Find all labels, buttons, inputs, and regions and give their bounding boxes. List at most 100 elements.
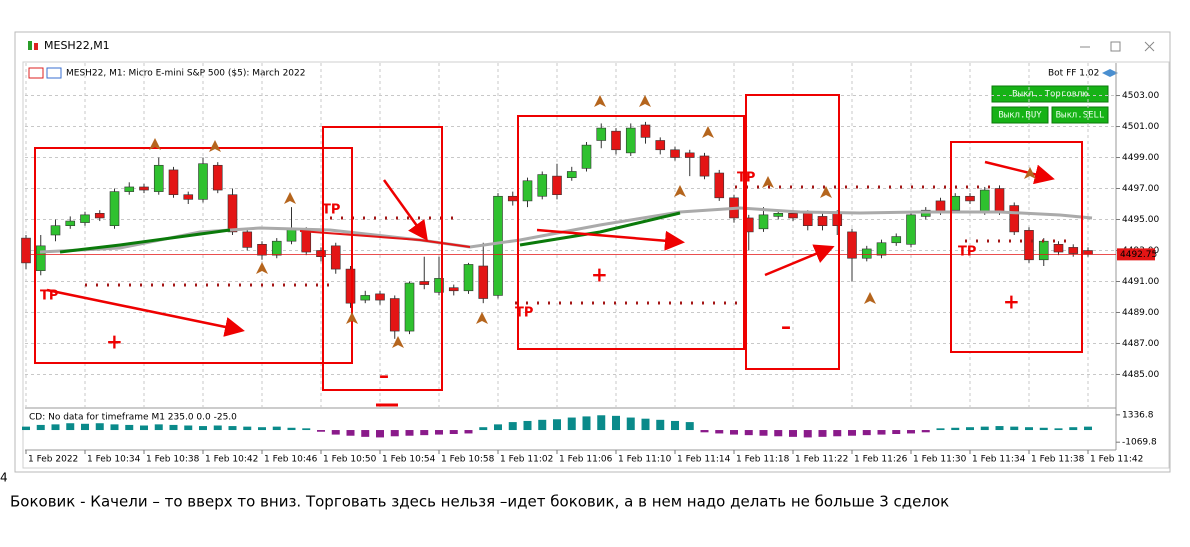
candle-body [301,230,312,253]
candle-body [21,237,31,264]
candle-body [891,236,902,244]
candle-body [375,293,385,301]
bot-icon [1102,69,1118,77]
histogram-bar [980,426,989,431]
button-label[interactable]: Выкл.BUY [998,111,1042,121]
candle-body [876,242,887,256]
y-tick-label: 4491.00 [1122,277,1159,287]
x-tick-label: 1 Feb 10:38 [146,455,200,465]
highlight-box [745,94,840,370]
annotation-text: + [591,263,608,287]
maximize-button[interactable] [1110,41,1121,52]
histogram-bar [154,424,163,431]
histogram-bar [376,430,384,438]
y-tick-label: 4501.00 [1122,122,1159,132]
x-tick-label: 1 Feb 11:18 [736,455,790,465]
candle-body [507,195,518,202]
candle-body [242,231,253,248]
candle-body [861,248,872,259]
annotation-text: – [781,315,791,339]
candle-body [773,213,784,217]
histogram-bar [789,430,797,437]
histogram-bar [833,430,842,437]
histogram-bar [907,430,915,434]
highlight-box [34,147,353,364]
window-icon [34,43,38,50]
moving-average [39,206,1093,254]
histogram-bar [744,430,753,436]
histogram-bar [435,430,443,435]
y-tick-label: 4485.00 [1122,370,1159,380]
candle-body [965,195,975,202]
chart-area [22,61,1170,469]
x-tick-label: 1 Feb 10:54 [382,455,436,465]
y-tick-label: 4497.00 [1122,184,1159,194]
histogram-bar [479,427,488,431]
candle-body [1009,205,1020,233]
candle-body [522,180,533,202]
candle-body [1038,240,1049,261]
histogram-bar [597,415,606,431]
histogram-bar [125,424,134,431]
last-price-label: 4492.75 [1120,250,1157,260]
y-tick-label: -1069.8 [1122,438,1157,448]
button[interactable] [991,85,1109,103]
candle-body [611,130,621,151]
histogram-bar [508,422,517,431]
candle-body [817,216,828,227]
histogram-bar [567,417,576,431]
histogram-bar [390,430,399,437]
candle-body [330,245,341,270]
window-title: MESH22,M1 [44,39,110,52]
candle-body [139,186,149,191]
candle-body [670,149,680,158]
histogram-bar [169,424,178,431]
histogram-bar [995,426,1004,431]
button[interactable] [991,106,1049,124]
histogram-bar [199,426,207,431]
histogram-bar [213,425,222,431]
close-button[interactable] [1144,41,1155,52]
candle-body [478,265,489,299]
candle-body [153,164,164,192]
candle-body [655,140,666,151]
bot-label: Bot FF 1.02 [1048,69,1099,79]
indicator-title: CD: No data for timeframe M1 235.0 0.0 -… [29,413,237,423]
x-tick-label: 1 Feb 11:38 [1031,455,1085,465]
histogram-bar [66,423,75,431]
candle-body [1053,243,1064,253]
candle-body [552,175,562,196]
button-label[interactable]: Выкл. Торговлю [1012,90,1088,100]
histogram-bar [243,426,252,431]
annotation-layer: TP TP TP TP TP + – + – + [34,94,1093,407]
annotation-text: TP [515,306,533,321]
annotation-text: TP [737,171,755,186]
x-tick-label: 1 Feb 10:58 [441,455,495,465]
histogram-bar [936,428,945,431]
candle-body [537,174,548,197]
candle-body [463,264,474,292]
histogram-bar [730,430,738,435]
histogram-bar [538,419,547,431]
highlight-box [517,115,745,350]
histogram-bar [272,426,281,431]
candle-body [640,124,651,138]
annotation-text: TP [958,245,976,260]
candle-body [625,127,636,154]
y-tick-label: 4499.00 [1122,153,1159,163]
x-tick-label: 1 Feb 2022 [28,455,78,465]
candle-body [906,214,916,245]
candle-body [1024,230,1034,261]
candle-body [802,213,813,227]
candle-body [788,213,798,219]
histogram-bar [1010,426,1019,431]
candle-body [699,155,710,177]
button-label[interactable]: Выкл.SELL [1056,111,1105,121]
candle-body [286,228,297,242]
annotation-arrow [382,179,428,242]
candle-body [360,295,371,301]
histogram-bar [626,417,635,431]
button[interactable] [1051,106,1109,124]
histogram-bar [818,430,827,437]
